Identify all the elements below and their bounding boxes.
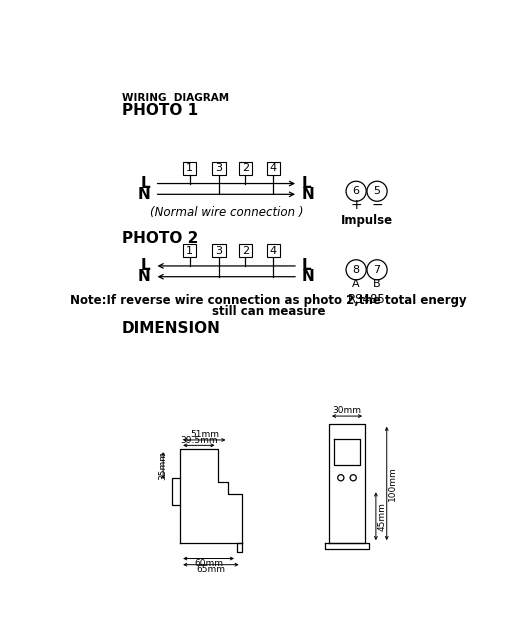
Text: Note:If reverse wire connection as photo 2,the total energy: Note:If reverse wire connection as photo… bbox=[70, 294, 467, 307]
Text: PHOTO 1: PHOTO 1 bbox=[122, 102, 198, 118]
Circle shape bbox=[350, 475, 356, 481]
Text: 65mm: 65mm bbox=[196, 565, 225, 574]
Text: 7: 7 bbox=[374, 265, 380, 275]
Text: 60mm: 60mm bbox=[194, 559, 223, 568]
Text: A: A bbox=[352, 279, 360, 289]
Text: 30mm: 30mm bbox=[333, 406, 362, 415]
Bar bbox=[267, 162, 280, 175]
Text: 2: 2 bbox=[242, 245, 249, 256]
Text: N: N bbox=[138, 269, 151, 284]
Text: 39.5mm: 39.5mm bbox=[180, 435, 217, 444]
Text: 5: 5 bbox=[374, 186, 380, 196]
Circle shape bbox=[346, 181, 366, 201]
Text: +: + bbox=[351, 198, 362, 212]
Text: L: L bbox=[302, 258, 311, 274]
Text: 4: 4 bbox=[270, 245, 277, 256]
Circle shape bbox=[338, 475, 344, 481]
Text: 1: 1 bbox=[186, 245, 193, 256]
Text: 1: 1 bbox=[186, 163, 193, 173]
Text: B: B bbox=[373, 279, 381, 289]
Bar bbox=[212, 244, 225, 257]
Text: L: L bbox=[141, 258, 151, 274]
Bar bbox=[212, 162, 225, 175]
Bar bbox=[239, 244, 252, 257]
Text: 8: 8 bbox=[353, 265, 359, 275]
Text: −: − bbox=[371, 198, 383, 212]
Text: RS485: RS485 bbox=[348, 293, 386, 306]
Circle shape bbox=[346, 260, 366, 279]
Text: N: N bbox=[302, 187, 314, 202]
Text: DIMENSION: DIMENSION bbox=[122, 321, 221, 336]
Text: (Normal wire connection ): (Normal wire connection ) bbox=[149, 206, 303, 219]
Text: 35mm: 35mm bbox=[159, 451, 168, 480]
Text: 51mm: 51mm bbox=[190, 430, 219, 439]
Text: L: L bbox=[141, 176, 151, 191]
Bar bbox=[183, 244, 196, 257]
Text: N: N bbox=[302, 269, 314, 284]
Text: L: L bbox=[302, 176, 311, 191]
Text: 3: 3 bbox=[215, 163, 223, 173]
Text: 100mm: 100mm bbox=[388, 466, 397, 501]
Text: still can measure: still can measure bbox=[212, 305, 325, 318]
Text: N: N bbox=[138, 187, 151, 202]
Text: Impulse: Impulse bbox=[341, 214, 392, 227]
Bar bbox=[239, 162, 252, 175]
Text: 3: 3 bbox=[215, 245, 223, 256]
Circle shape bbox=[367, 181, 387, 201]
Bar bbox=[183, 162, 196, 175]
Bar bbox=[267, 244, 280, 257]
Circle shape bbox=[367, 260, 387, 279]
Text: 45mm: 45mm bbox=[377, 502, 386, 531]
Text: 4: 4 bbox=[270, 163, 277, 173]
Text: PHOTO 2: PHOTO 2 bbox=[122, 231, 199, 246]
Text: 6: 6 bbox=[353, 186, 359, 196]
Text: WIRING  DIAGRAM: WIRING DIAGRAM bbox=[122, 93, 229, 102]
Text: 2: 2 bbox=[242, 163, 249, 173]
